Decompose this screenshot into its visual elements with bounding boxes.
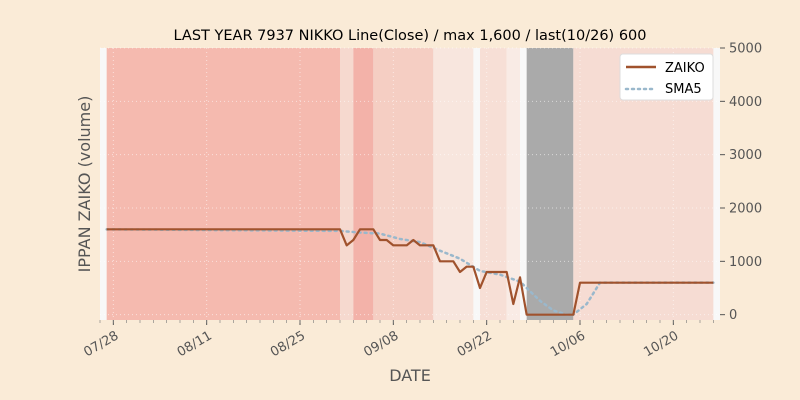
x-axis-label: DATE [389,366,431,385]
y-axis-label: IPPAN ZAIKO (volume) [75,96,94,273]
grid [100,47,720,320]
background-bands [106,48,714,320]
series-lines [105,228,715,316]
background-band [526,48,574,320]
x-tick-label: 08/11 [175,328,215,360]
x-tick-label: 09/22 [455,328,495,360]
y-tick-label: 2000 [729,202,762,217]
y-tick-label: 4000 [729,95,762,110]
x-axis-ticks: 07/28 08/11 08/25 09/08 09/22 10/06 10/20 [81,320,714,360]
legend-label-zaiko: ZAIKO [665,61,705,76]
background-band [506,48,520,320]
y-tick-label: 5000 [729,42,762,57]
legend-label-sma5: SMA5 [665,82,702,97]
background-band [353,48,374,320]
chart-title: LAST YEAR 7937 NIKKO Line(Close) / max 1… [174,28,647,44]
x-tick-label: 08/25 [268,328,308,360]
y-tick-label: 0 [729,308,737,323]
legend: ZAIKO SMA5 [619,53,714,101]
y-tick-label: 1000 [729,255,762,270]
y-tick-label: 3000 [729,148,762,163]
background-band [106,48,341,320]
x-tick-label: 07/28 [81,328,121,360]
series-line-zaiko [106,228,714,316]
y-axis-ticks: 0 1000 2000 3000 4000 5000 [720,42,762,323]
background-band [433,48,474,320]
x-tick-label: 10/06 [548,328,588,360]
background-band [340,48,354,320]
background-band [373,48,434,320]
x-tick-label: 09/08 [361,328,401,360]
x-tick-label: 10/20 [641,328,681,360]
